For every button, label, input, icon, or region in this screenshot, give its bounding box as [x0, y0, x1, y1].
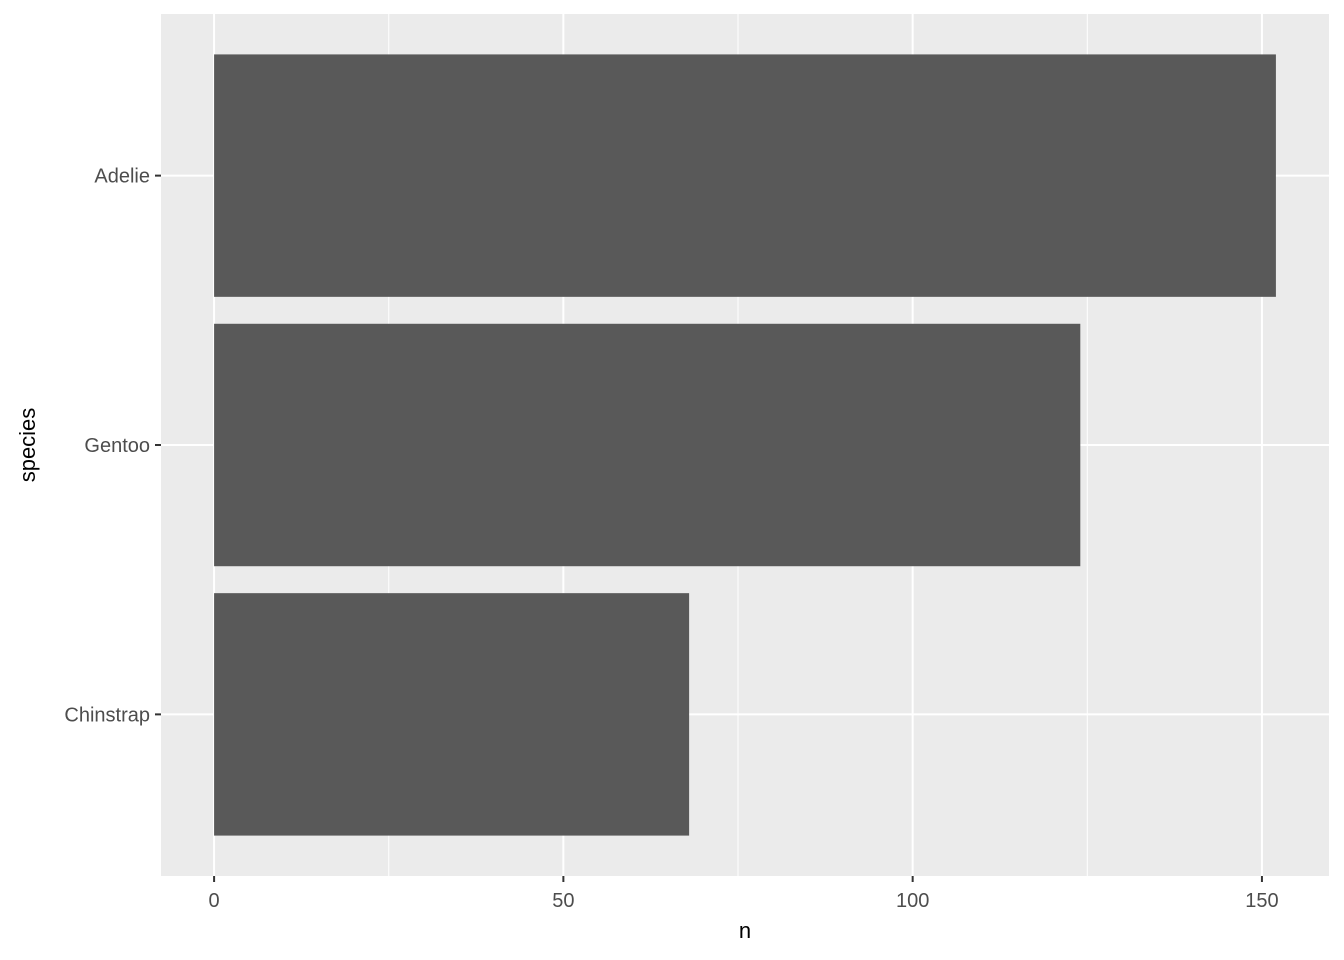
x-tick-label: 0	[209, 890, 220, 912]
x-axis: 0 50 100 150	[209, 876, 1279, 912]
y-tick-label: Chinstrap	[64, 704, 150, 726]
x-tick-label: 100	[896, 890, 929, 912]
bars	[214, 54, 1276, 836]
bar-adelie	[214, 54, 1276, 297]
bar-chinstrap	[214, 593, 690, 836]
y-axis: Adelie Gentoo Chinstrap	[64, 166, 161, 726]
x-axis-title: n	[739, 918, 751, 943]
y-axis-title: species	[15, 408, 40, 483]
x-tick-label: 150	[1245, 890, 1278, 912]
y-tick-label: Adelie	[94, 166, 150, 188]
y-tick-label: Gentoo	[84, 435, 150, 457]
bar-gentoo	[214, 323, 1081, 567]
x-tick-label: 50	[552, 890, 574, 912]
